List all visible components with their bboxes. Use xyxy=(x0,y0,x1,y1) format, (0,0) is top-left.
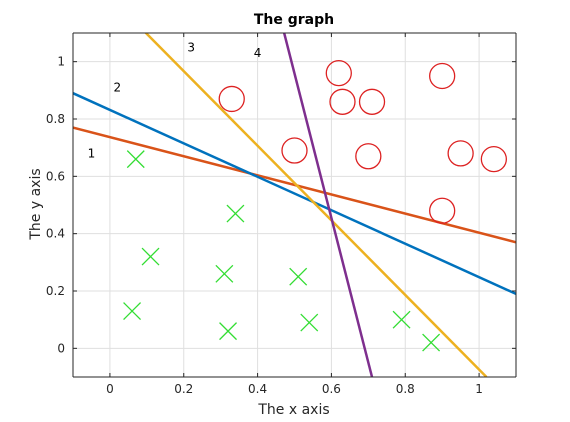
cross-stroke-b xyxy=(126,150,145,169)
cross-marker-5 xyxy=(123,302,142,321)
circle-marker-0 xyxy=(218,85,245,113)
y-tick-label-3: 0.6 xyxy=(46,169,65,183)
decision-line-2 xyxy=(73,92,516,296)
cross-stroke-b xyxy=(300,313,319,332)
x-tick-label-4: 0.8 xyxy=(396,382,415,396)
cross-marker-4 xyxy=(289,267,308,286)
cross-stroke-b xyxy=(123,302,142,321)
x-tick-label-5: 1 xyxy=(475,382,483,396)
circle-marker-6 xyxy=(355,143,382,170)
y-tick-label-2: 0.4 xyxy=(46,227,65,241)
y-tick-label-5: 1 xyxy=(57,55,65,69)
circle-marker-9 xyxy=(429,197,456,224)
cross-marker-9 xyxy=(422,333,441,352)
cross-marker-0 xyxy=(126,150,145,169)
cross-stroke-b xyxy=(289,267,308,286)
decision-line-label-3: 3 xyxy=(187,40,195,54)
y-tick-label-4: 0.8 xyxy=(46,112,65,126)
cross-marker-1 xyxy=(226,204,245,223)
cross-stroke-b xyxy=(215,264,234,283)
x-tick-label-3: 0.6 xyxy=(322,382,341,396)
x-tick-label-1: 0.2 xyxy=(174,382,193,396)
circle-marker-2 xyxy=(329,88,356,115)
plot-area: 1 2 3 4 0 0.2 0.4 0.6 0.8 1 0 0.2 0.4 0.6 0.8 1 xyxy=(46,32,517,396)
decision-line-3 xyxy=(144,33,488,377)
cross-marker-2 xyxy=(141,247,160,266)
cross-marker-7 xyxy=(300,313,319,332)
circle-marker-8 xyxy=(480,145,508,173)
circle-marker-4 xyxy=(429,62,456,90)
y-tick-label-1: 0.2 xyxy=(46,284,65,298)
x-tick-label-2: 0.4 xyxy=(248,382,267,396)
cross-stroke-b xyxy=(392,310,411,329)
cross-stroke-b xyxy=(141,247,160,266)
cross-stroke-b xyxy=(226,204,245,223)
x-axis-label: The x axis xyxy=(257,402,329,418)
decision-line-label-2: 2 xyxy=(113,80,121,94)
x-tick-label-0: 0 xyxy=(106,382,114,396)
y-axis-label: The y axis xyxy=(28,168,44,240)
circle-marker-3 xyxy=(358,88,386,115)
cross-marker-3 xyxy=(215,264,234,283)
y-tick-label-0: 0 xyxy=(57,341,65,355)
circle-marker-7 xyxy=(447,140,474,167)
circle-marker-5 xyxy=(281,137,308,164)
cross-stroke-b xyxy=(219,322,238,341)
axes-background xyxy=(73,33,516,377)
circle-marker-1 xyxy=(325,59,352,87)
cross-marker-8 xyxy=(392,310,411,329)
decision-line-label-4: 4 xyxy=(254,46,262,60)
cross-stroke-b xyxy=(422,333,441,352)
decision-line-4 xyxy=(282,33,374,377)
chart-title: The graph xyxy=(254,12,334,28)
cross-marker-6 xyxy=(219,322,238,341)
decision-line-label-1: 1 xyxy=(88,146,96,160)
